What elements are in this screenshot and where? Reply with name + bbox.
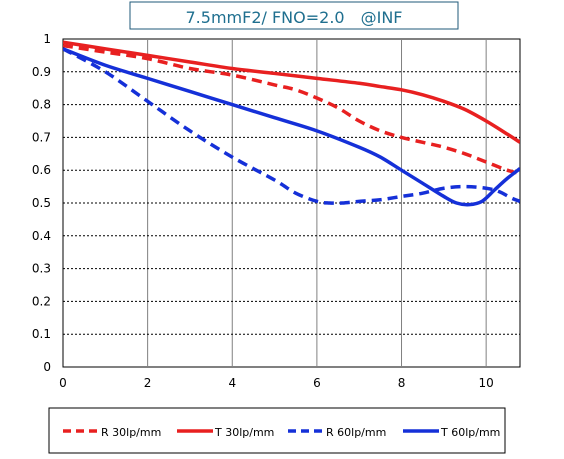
legend-label: R 30lp/mm (101, 426, 161, 439)
x-tick-label: 0 (59, 376, 67, 390)
x-tick-label: 8 (398, 376, 406, 390)
y-tick-label: 0.8 (32, 98, 51, 112)
y-tick-label: 0.9 (32, 65, 51, 79)
y-tick-label: 0.3 (32, 262, 51, 276)
y-tick-label: 1 (43, 32, 51, 46)
series-line-3 (63, 47, 520, 205)
y-tick-label: 0.2 (32, 294, 51, 308)
x-tick-label: 6 (313, 376, 321, 390)
series-layer (63, 40, 520, 207)
y-tick-label: 0.6 (32, 163, 51, 177)
legend-label: R 60lp/mm (326, 426, 386, 439)
series-line-4 (63, 47, 520, 207)
y-tick-label: 0.4 (32, 229, 51, 243)
y-tick-label: 0 (43, 360, 51, 374)
y-tick-label: 0.5 (32, 196, 51, 210)
legend-label: T 30lp/mm (214, 426, 274, 439)
title-box (129, 1, 459, 30)
legend: R 30lp/mm T 30lp/mm R 60lp/mm T 60lp/mm (63, 426, 500, 439)
axis-layer: 0 2 4 6 8 10 0 0.1 0.2 0.3 0.4 0.5 0.6 0.7 0.8 0.9 1 (32, 32, 494, 390)
x-tick-label: 10 (479, 376, 494, 390)
y-tick-label: 0.1 (32, 327, 51, 341)
series-line-1 (63, 43, 520, 176)
legend-label: T 60lp/mm (440, 426, 500, 439)
series-line-2 (63, 40, 520, 144)
x-tick-label: 4 (228, 376, 236, 390)
y-tick-label: 0.7 (32, 130, 51, 144)
chart-title: 7.5mmF2/ FNO=2.0 @INF (186, 8, 403, 27)
x-tick-label: 2 (144, 376, 152, 390)
